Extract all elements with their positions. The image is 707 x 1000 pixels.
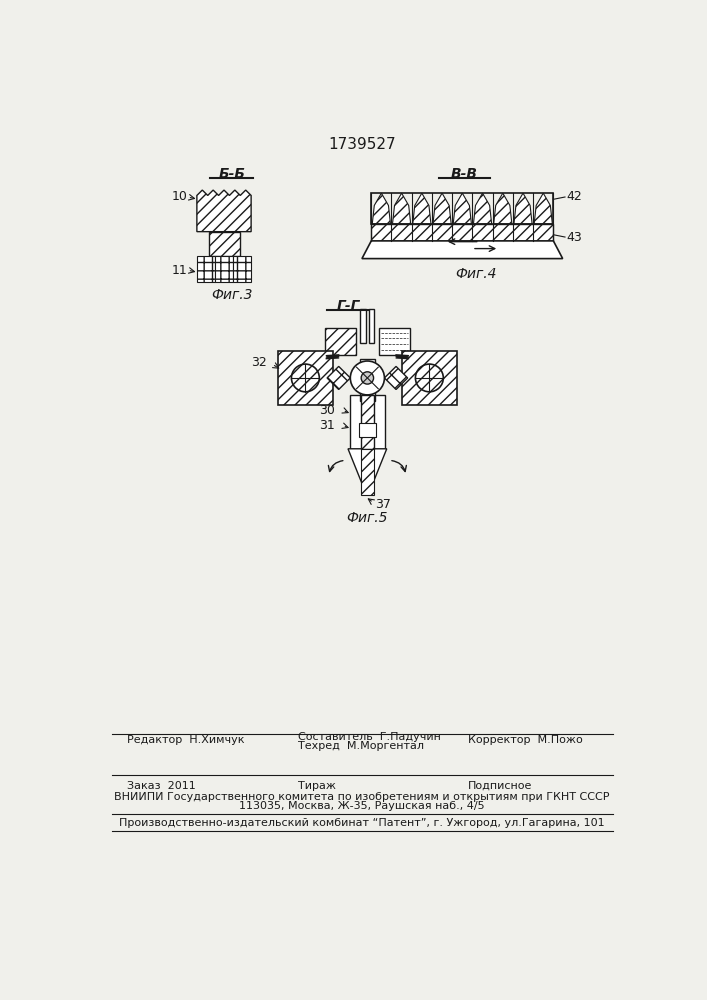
Text: 113035, Москва, Ж-35, Раушская наб., 4/5: 113035, Москва, Ж-35, Раушская наб., 4/5 [239, 801, 485, 811]
Text: Фиг.5: Фиг.5 [346, 511, 388, 525]
Circle shape [351, 361, 385, 395]
Polygon shape [493, 193, 512, 224]
Text: 43: 43 [566, 231, 583, 244]
Bar [371, 224, 554, 241]
Bar [325, 328, 356, 355]
Text: 37: 37 [375, 498, 391, 511]
Polygon shape [197, 190, 251, 232]
Text: Составитель  Г.Падучин: Составитель Г.Падучин [298, 732, 440, 742]
Bar [361, 395, 373, 449]
Bar [197, 256, 215, 282]
Bar [359, 423, 376, 437]
Polygon shape [373, 193, 390, 224]
Text: ВНИИПИ Государственного комитета по изобретениям и открытиям при ГКНТ СССР: ВНИИПИ Государственного комитета по изоб… [115, 792, 609, 802]
Polygon shape [348, 449, 387, 495]
Text: Корректор  М.Пожо: Корректор М.Пожо [468, 735, 583, 745]
Text: 1739527: 1739527 [328, 137, 396, 152]
Bar [371, 193, 554, 224]
Bar [279, 351, 332, 405]
Text: 30: 30 [319, 404, 335, 417]
Bar [360, 359, 375, 401]
Polygon shape [392, 193, 411, 224]
Polygon shape [385, 366, 408, 389]
Bar [361, 309, 366, 343]
Text: Фиг.4: Фиг.4 [455, 267, 496, 281]
Polygon shape [474, 193, 491, 224]
Polygon shape [413, 193, 431, 224]
Bar [351, 395, 385, 449]
Polygon shape [433, 193, 451, 224]
Text: Производственно-издательский комбинат “Патент”, г. Ужгород, ул.Гагарина, 101: Производственно-издательский комбинат “П… [119, 818, 604, 828]
Text: Техред  М.Моргентал: Техред М.Моргентал [298, 741, 423, 751]
Text: 42: 42 [566, 190, 583, 204]
Bar [233, 256, 251, 282]
Text: 31: 31 [319, 419, 335, 432]
Bar [402, 351, 457, 405]
Bar [369, 309, 374, 343]
Text: Тираж: Тираж [298, 781, 336, 791]
Bar [215, 256, 233, 282]
Polygon shape [534, 193, 552, 224]
Polygon shape [453, 193, 472, 224]
Circle shape [361, 372, 373, 384]
Text: Заказ  2011: Заказ 2011 [127, 781, 196, 791]
Text: Фиг.3: Фиг.3 [211, 288, 252, 302]
Text: В-В: В-В [451, 167, 478, 181]
Text: Г-Г: Г-Г [337, 299, 360, 313]
Text: Редактор  Н.Химчук: Редактор Н.Химчук [127, 735, 245, 745]
Text: Б-Б: Б-Б [218, 167, 245, 181]
Bar [379, 328, 410, 355]
Polygon shape [327, 366, 351, 389]
Text: Подписное: Подписное [468, 781, 532, 791]
Bar [361, 449, 373, 495]
Text: 32: 32 [251, 356, 267, 369]
Polygon shape [514, 193, 532, 224]
Bar [209, 232, 240, 256]
Polygon shape [362, 241, 563, 259]
Text: 11: 11 [172, 264, 187, 277]
Text: 10: 10 [172, 190, 188, 204]
